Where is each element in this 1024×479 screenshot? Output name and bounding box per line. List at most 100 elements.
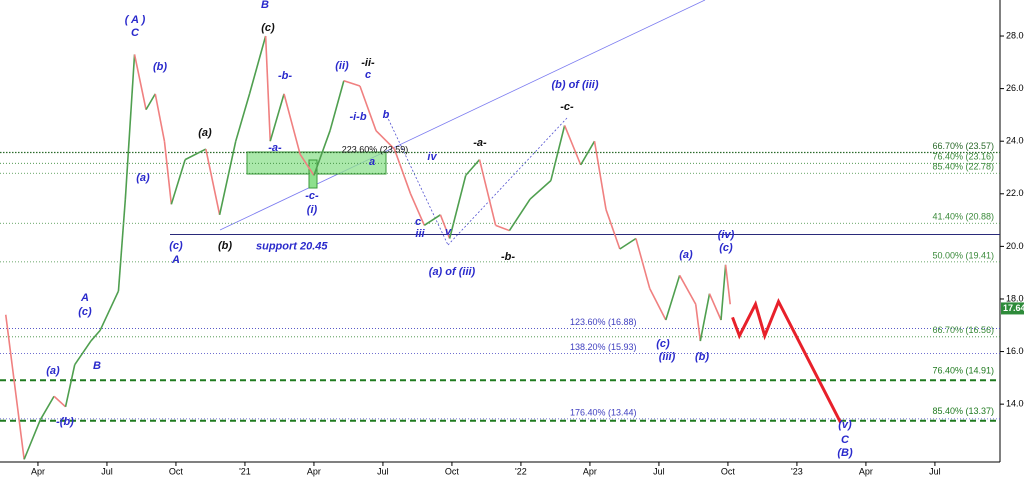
price-segment — [264, 35, 272, 142]
wave-label: v — [445, 226, 452, 238]
price-tag-label: 17.64 — [1003, 303, 1024, 313]
price-segment — [439, 214, 451, 239]
price-segment — [375, 130, 396, 150]
wave-label: -c- — [560, 101, 574, 113]
wave-label: (iv) — [718, 229, 735, 241]
price-segment — [205, 148, 221, 215]
price-segment — [423, 214, 441, 227]
y-tick-label: 14.00 — [1006, 399, 1024, 409]
price-segment — [708, 293, 722, 321]
level-label: 66.70% (16.56) — [932, 325, 994, 335]
wave-label: (c) — [719, 242, 733, 254]
price-segment — [329, 80, 345, 131]
wave-label: (ii) — [335, 60, 349, 72]
price-segment — [529, 180, 552, 200]
price-tag — [1001, 302, 1024, 315]
x-tick-label: Apr — [31, 466, 45, 476]
wave-label: -a- — [268, 142, 282, 154]
wave-label: -b- — [278, 70, 292, 82]
support-label: support 20.45 — [256, 240, 328, 252]
price-segment — [299, 153, 315, 176]
wave-label: -b- — [501, 251, 515, 263]
level-label: 138.20% (15.93) — [570, 342, 637, 352]
wave-label: (b) of (iii) — [551, 79, 598, 91]
price-segment — [724, 264, 732, 305]
wave-label: A — [80, 292, 89, 304]
x-tick-label: '23 — [791, 466, 803, 476]
wave-label: (c) — [169, 240, 183, 252]
x-tick-label: Oct — [169, 466, 184, 476]
price-segment — [478, 159, 497, 226]
wave-label: (i) — [307, 204, 318, 216]
wave-label: (b) — [153, 61, 167, 73]
price-segment — [580, 140, 596, 166]
price-segment — [665, 275, 681, 321]
price-segment — [124, 54, 136, 200]
level-label: 76.40% (23.16) — [932, 152, 994, 162]
wave-label: iii — [415, 228, 425, 240]
x-tick-label: Jul — [653, 466, 665, 476]
x-tick-label: Oct — [721, 466, 736, 476]
price-segment — [218, 141, 237, 215]
wave-label: C — [841, 434, 850, 446]
level-label: 66.70% (23.57) — [932, 141, 994, 151]
price-segment — [550, 125, 566, 181]
price-segment — [53, 395, 67, 408]
level-label: 41.40% (20.88) — [932, 212, 994, 222]
wave-link — [447, 117, 568, 246]
wave-label: (v) — [838, 419, 852, 431]
y-tick-label: 16.00 — [1006, 346, 1024, 356]
price-segment — [154, 93, 166, 142]
price-segment — [39, 395, 55, 421]
wave-label: B — [261, 0, 269, 11]
x-tick-label: '21 — [239, 466, 251, 476]
wave-label: 223.60% (23.59) — [342, 144, 409, 154]
wave-label: (a) — [136, 172, 150, 184]
wave-label: (a) — [198, 127, 212, 139]
wave-label: c — [365, 69, 371, 81]
level-label: 176.40% (13.44) — [570, 407, 637, 417]
price-segment — [283, 93, 301, 155]
wave-label: -a- — [473, 137, 487, 149]
x-tick-label: Apr — [307, 466, 321, 476]
price-segment — [563, 125, 582, 166]
price-segment — [234, 93, 251, 142]
price-segment — [635, 238, 651, 289]
price-segment — [313, 130, 331, 176]
wave-label: b — [383, 109, 390, 121]
wave-label: -i-b — [349, 111, 366, 123]
x-tick-label: Apr — [859, 466, 873, 476]
wave-label: (a) — [679, 249, 693, 261]
price-segment — [343, 79, 361, 87]
x-tick-label: Oct — [445, 466, 460, 476]
price-segment — [495, 224, 510, 232]
price-segment — [448, 175, 467, 239]
x-tick-label: Apr — [583, 466, 597, 476]
price-segment — [99, 290, 120, 331]
y-tick-label: 20.00 — [1006, 241, 1024, 251]
wave-label: (c) — [261, 22, 275, 34]
price-segment — [619, 237, 637, 250]
wave-label: iv — [427, 151, 437, 163]
price-segment — [117, 198, 127, 292]
wave-label: c — [415, 216, 421, 228]
price-segment — [269, 93, 285, 142]
price-segment — [508, 198, 531, 232]
price-segment — [359, 85, 377, 131]
price-segment — [694, 304, 702, 342]
wave-link — [384, 111, 449, 246]
price-segment — [184, 148, 207, 161]
wave-label: (a) of (iii) — [429, 266, 476, 278]
level-label: 85.40% (22.78) — [932, 162, 994, 172]
price-segment — [64, 364, 76, 407]
wave-label: (a) — [46, 365, 60, 377]
level-label: 85.40% (13.37) — [932, 406, 994, 416]
price-segment — [133, 54, 147, 110]
projection-line — [731, 297, 842, 424]
level-label: 123.60% (16.88) — [570, 317, 637, 327]
wave-label: A — [171, 254, 180, 266]
price-segment — [605, 209, 621, 250]
y-tick-label: 18.00 — [1006, 293, 1024, 303]
price-segment — [170, 159, 186, 205]
